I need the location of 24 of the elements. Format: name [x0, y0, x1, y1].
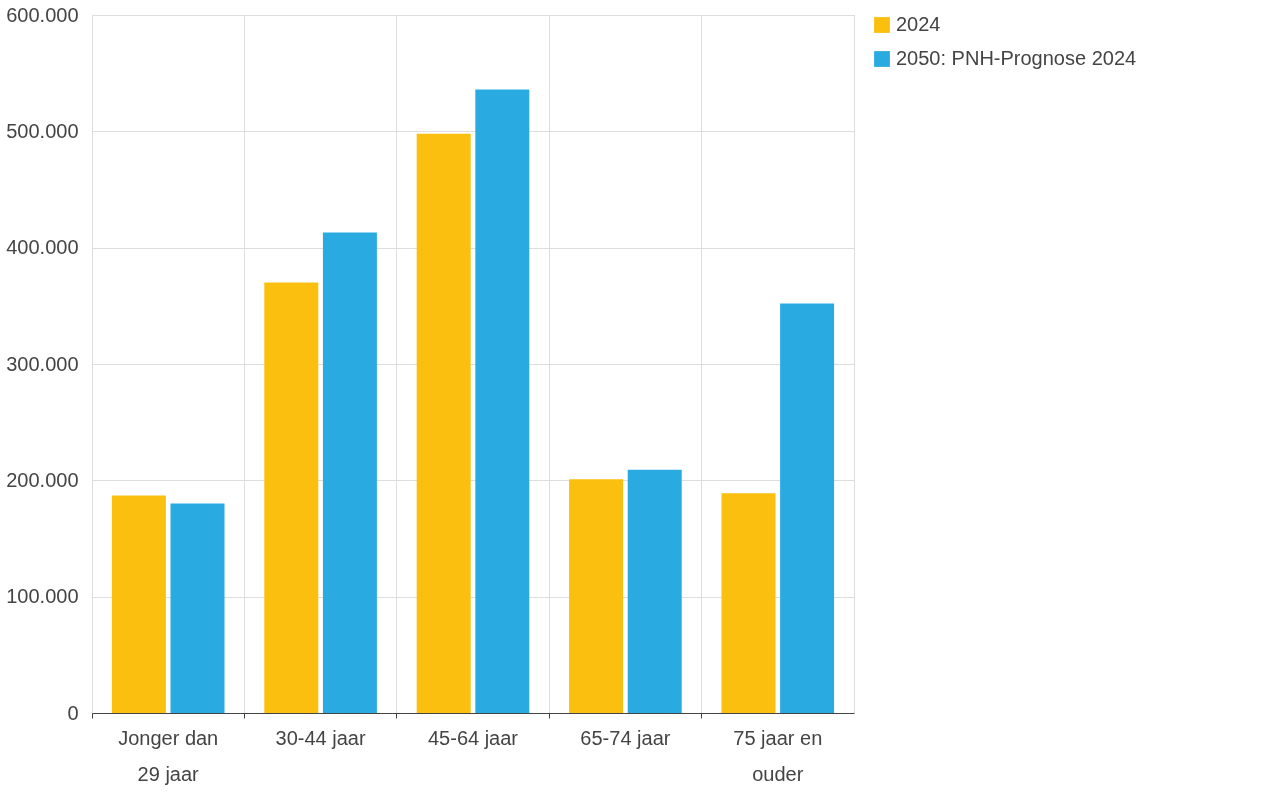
bar: [264, 282, 319, 713]
x-tick-label: 30-44 jaar: [275, 726, 366, 749]
bar: [416, 133, 471, 713]
bar: [569, 479, 624, 713]
y-tick-label: 500.000: [6, 119, 79, 142]
y-tick-label: 100.000: [6, 585, 79, 608]
bar: [721, 493, 776, 713]
bar: [475, 89, 530, 713]
legend-label: 2050: PNH-Prognose 2024: [896, 47, 1137, 69]
x-tick-label: 45-64 jaar: [427, 726, 519, 749]
bar: [780, 303, 835, 713]
bar: [111, 495, 166, 713]
bar: [170, 503, 225, 713]
legend-label: 2024: [896, 13, 941, 35]
y-tick-label: 600.000: [6, 3, 79, 26]
x-tick-label: 65-74 jaar: [580, 726, 671, 749]
x-tick-label: Jonger dan 29 jaar: [118, 726, 219, 785]
y-tick-label: 0: [67, 701, 79, 724]
y-tick-label: 200.000: [6, 468, 79, 491]
bar: [322, 232, 377, 713]
y-tick-label: 400.000: [6, 236, 79, 259]
y-tick-label: 300.000: [6, 352, 79, 375]
x-tick-label: 75 jaar en ouder: [733, 726, 823, 785]
bar: [627, 469, 682, 713]
